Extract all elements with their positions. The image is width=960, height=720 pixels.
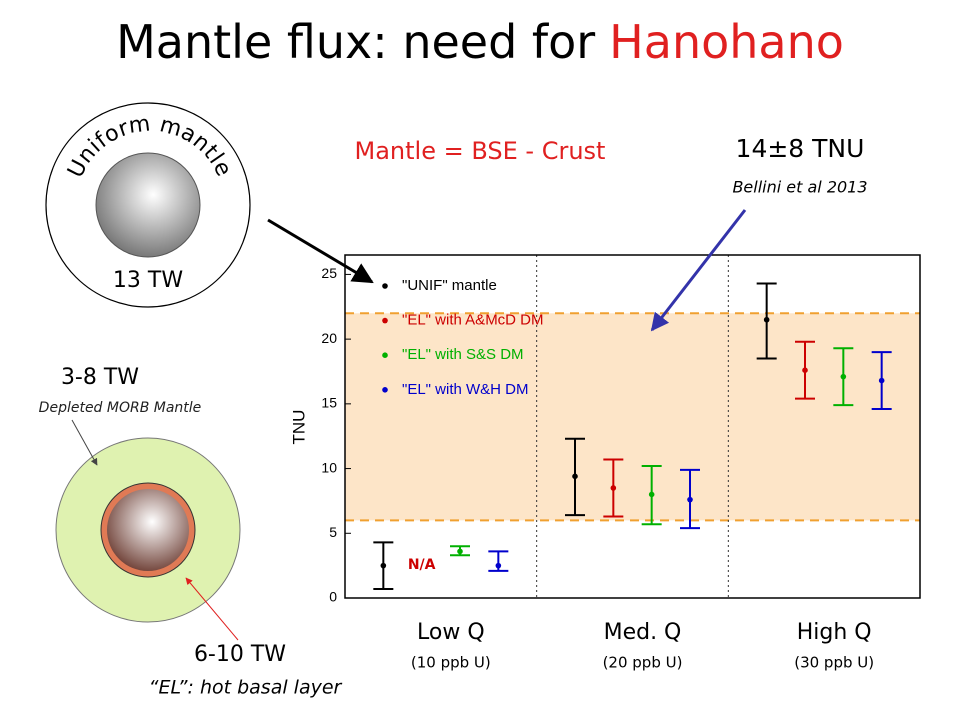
measurement: 14±8 TNU <box>736 134 865 163</box>
point <box>687 496 693 503</box>
annotation: N/A <box>408 557 436 573</box>
y-tick-label: 15 <box>321 395 337 411</box>
arrow <box>650 209 747 332</box>
point <box>878 377 885 384</box>
x-tick-note: (20 ppb U) <box>603 654 683 672</box>
y-tick-label: 0 <box>329 589 337 605</box>
y-tick-label: 10 <box>321 459 337 475</box>
point <box>610 485 617 491</box>
legend-label: "EL" with W&H DM <box>402 381 529 398</box>
legend-marker <box>382 317 388 324</box>
layer-power: 6-10 TW <box>194 642 286 667</box>
legend-marker <box>382 387 388 393</box>
title: Mantle flux: need for Hanohano <box>116 15 844 69</box>
y-axis-label: TNU <box>289 410 308 445</box>
legend-label: "EL" with S&S DM <box>402 346 524 363</box>
point <box>457 548 463 555</box>
title-highlight: Hanohano <box>609 15 844 69</box>
core <box>95 152 201 258</box>
y-tick-label: 25 <box>321 265 337 281</box>
x-tick-label: Low Q <box>417 620 485 645</box>
point <box>572 473 578 480</box>
point <box>380 562 387 569</box>
depleted-label: Depleted MORB Mantle <box>39 400 202 416</box>
point <box>802 367 808 373</box>
legend-label: "EL" with A&McD DM <box>402 312 544 329</box>
x-tick-note: (10 ppb U) <box>411 654 491 672</box>
point <box>495 562 502 569</box>
legend-marker <box>382 352 388 359</box>
uniform-power: 13 TW <box>113 268 183 293</box>
equation: Mantle = BSE - Crust <box>355 137 606 165</box>
arrow <box>185 577 239 641</box>
arrow <box>267 218 374 284</box>
x-tick-label: Med. Q <box>604 620 682 645</box>
y-tick-label: 5 <box>329 524 337 540</box>
depleted-power: 3-8 TW <box>61 365 139 390</box>
layer-label: “EL”: hot basal layer <box>149 677 343 699</box>
point <box>648 491 655 498</box>
x-tick-note: (30 ppb U) <box>794 654 874 672</box>
y-tick-label: 20 <box>321 330 337 346</box>
legend-label: "UNIF" mantle <box>402 277 497 294</box>
legend-marker <box>382 283 388 289</box>
title-text: Mantle flux: need for <box>116 15 595 69</box>
band <box>345 313 920 521</box>
chart: 0 5 10 15 20 25 TNU Low Q (10 ppb U) Med. Q (20 pp… <box>289 254 921 672</box>
point <box>840 373 847 380</box>
core <box>107 489 189 571</box>
x-tick-label: High Q <box>797 620 872 645</box>
plot-frame <box>344 254 921 599</box>
point <box>763 316 770 323</box>
reference: Bellini et al 2013 <box>732 178 867 197</box>
arrow <box>71 419 98 466</box>
